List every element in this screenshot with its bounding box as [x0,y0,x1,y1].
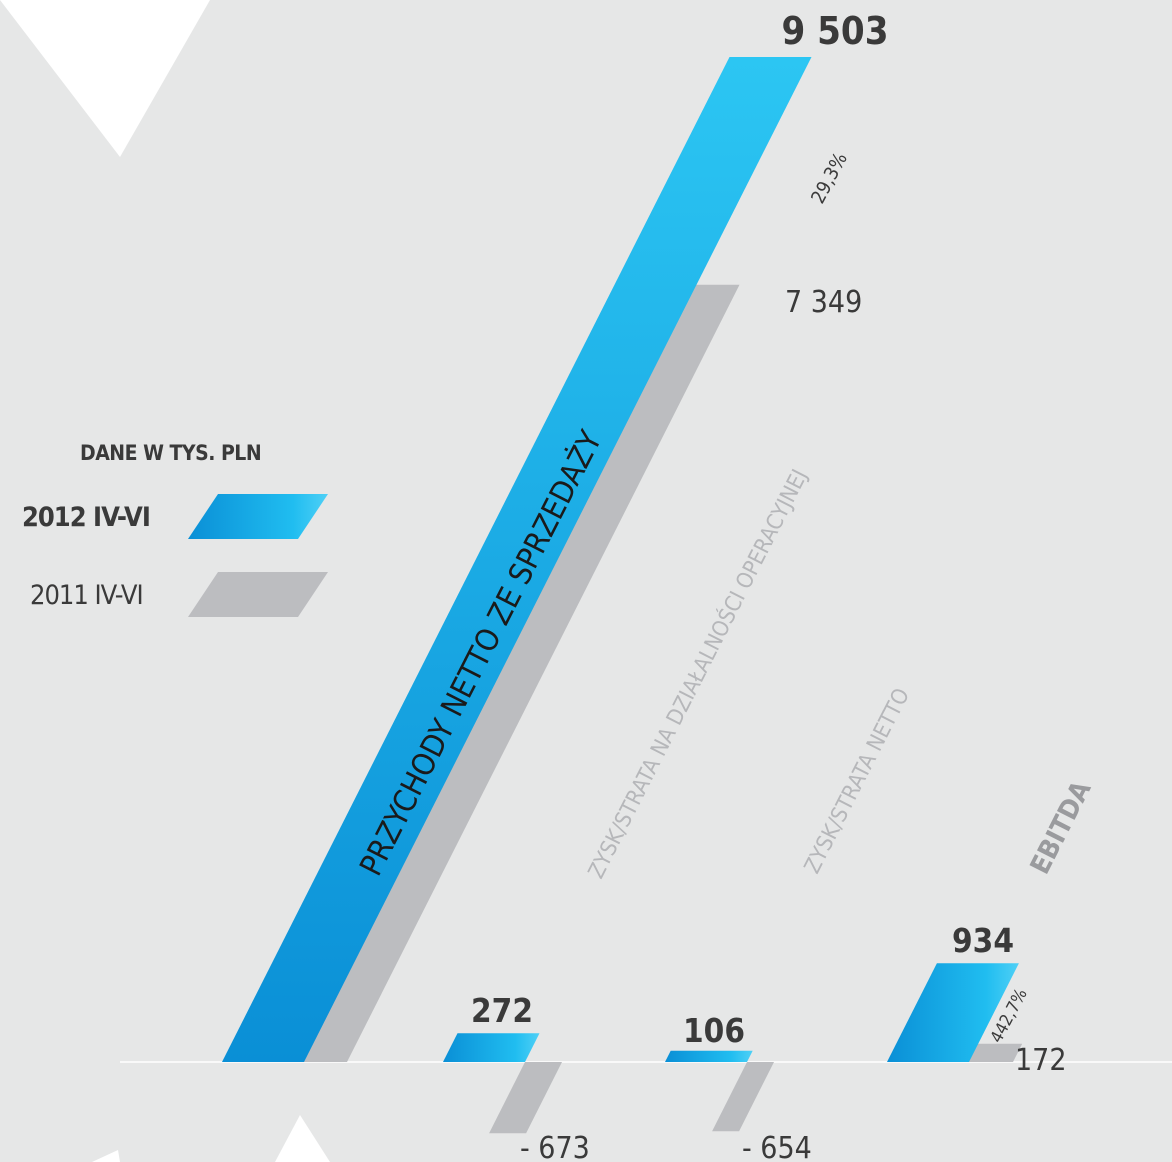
bar-previous-0 [303,284,740,1062]
legend-unit-label: DANE W TYS. PLN [80,441,262,465]
category-label-3: EBITDA [1025,776,1098,879]
value-label-current-3: 934 [952,921,1014,960]
legend-swatch-current [188,494,328,539]
legend-previous-label: 2011 IV-VI [30,580,144,611]
bar-current-0 [222,57,812,1062]
bar-previous-1 [489,1062,562,1134]
value-label-previous-2: - 654 [742,1131,812,1162]
change-label-0: 29,3% [807,149,852,207]
bar-current-2 [665,1050,753,1062]
decor-triangle-bottom [275,1115,330,1162]
legend-current-label: 2012 IV-VI [22,502,151,533]
bar-current-3 [887,963,1019,1062]
category-label-1: ZYSK/STRATA NA DZIAŁALNOŚCI OPERACYJNEJ [583,465,813,882]
value-label-previous-1: - 673 [520,1131,590,1162]
value-label-current-2: 106 [683,1011,745,1050]
legend-swatch-previous [188,572,328,617]
bar-previous-2 [712,1062,774,1132]
value-label-current-0: 9 503 [781,9,888,53]
value-label-previous-0: 7 349 [785,285,862,320]
value-label-previous-3: 172 [1015,1043,1067,1078]
category-label-0: PRZYCHODY NETTO ZE SPRZEDAŻY [353,424,610,881]
decor-triangle-bottom-left [92,1150,120,1162]
bar-current-1 [443,1033,540,1062]
value-label-current-1: 272 [471,991,533,1030]
bar-previous-3 [968,1043,1023,1062]
category-label-2: ZYSK/STRATA NETTO [800,685,915,878]
decor-triangle-top [0,0,210,157]
